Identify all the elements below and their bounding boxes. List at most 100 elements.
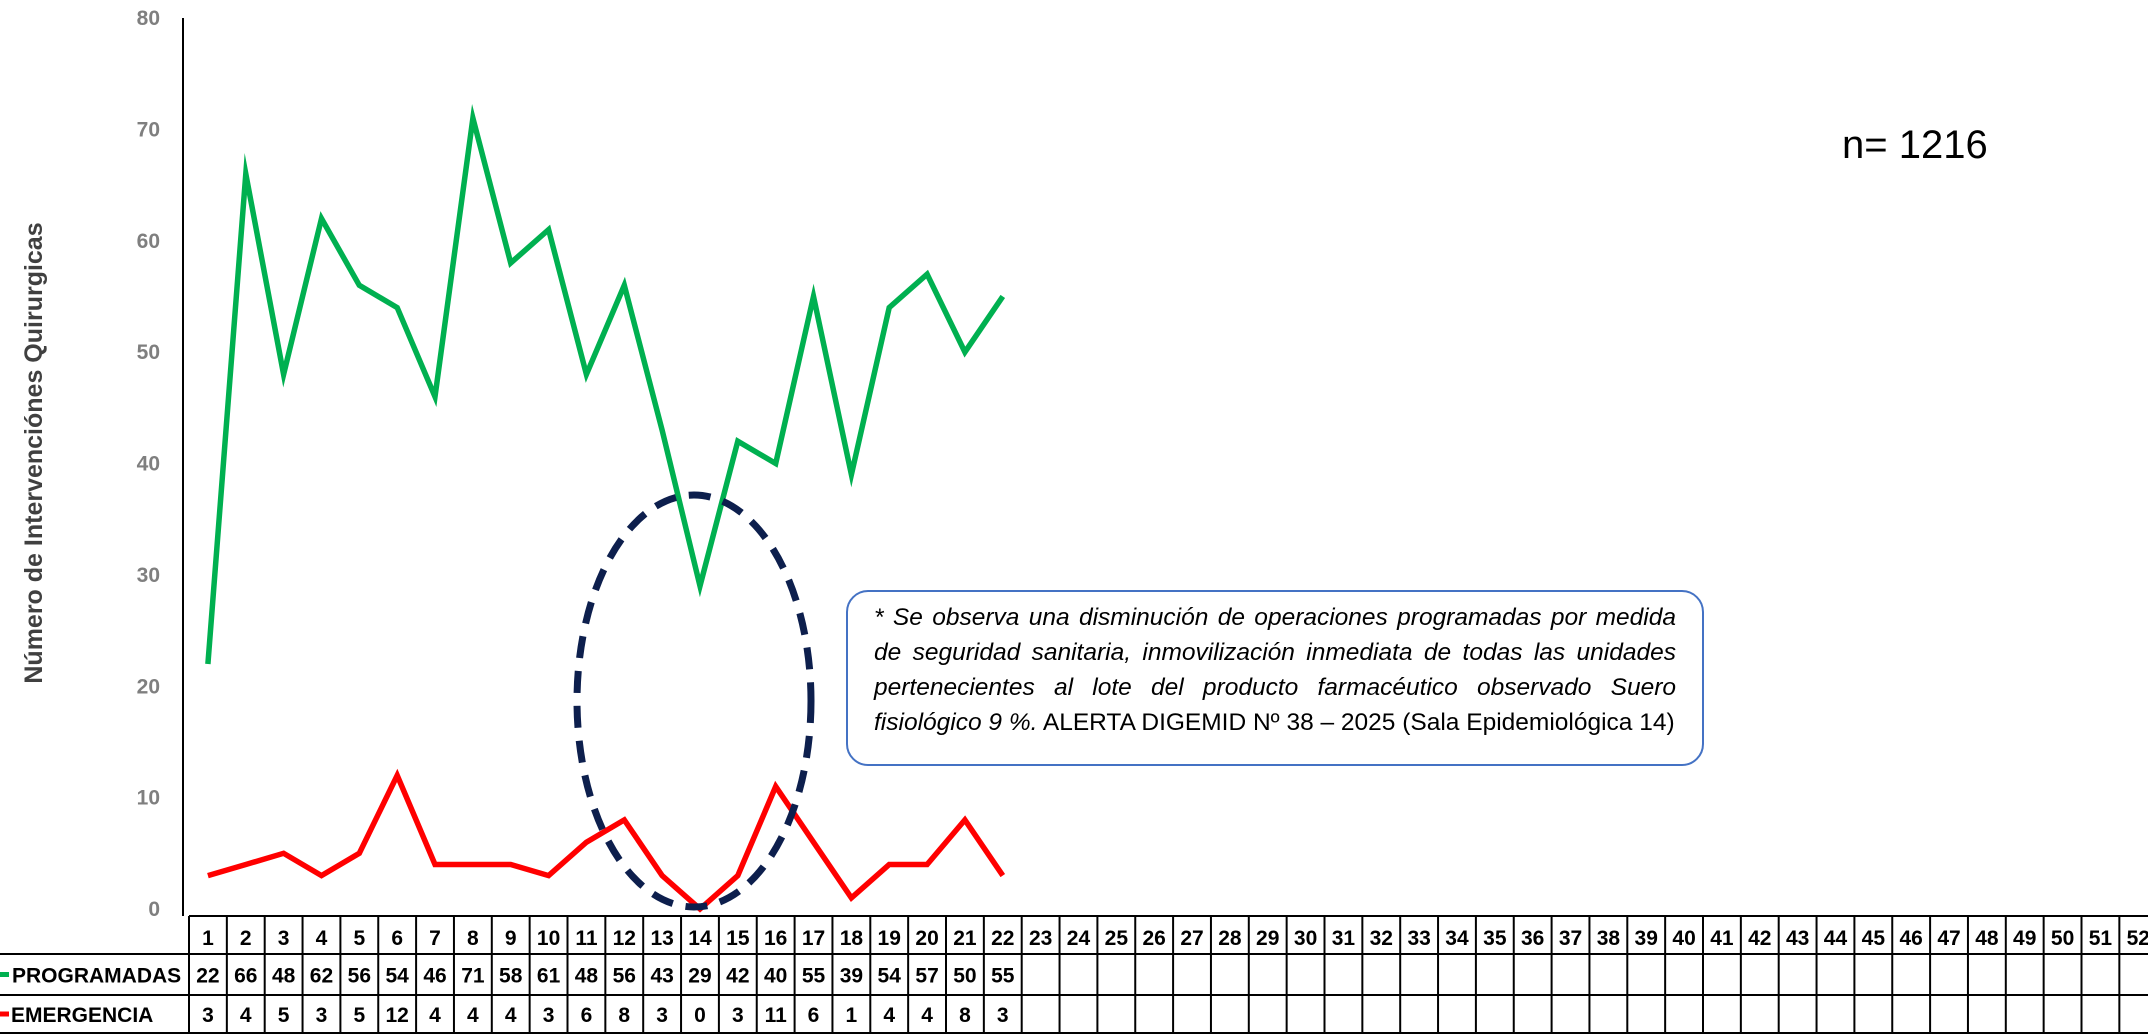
table-cell: 3	[997, 1004, 1009, 1027]
week-label: 34	[1445, 927, 1469, 950]
week-label: 45	[1862, 927, 1886, 950]
table-cell: 3	[543, 1004, 555, 1027]
week-label: 12	[613, 927, 636, 950]
week-label: 19	[878, 927, 901, 950]
week-label: 30	[1294, 927, 1317, 950]
table-cell: 46	[423, 965, 446, 988]
table-cell: 3	[732, 1004, 744, 1027]
y-tick-label: 0	[148, 898, 160, 921]
week-label: 35	[1483, 927, 1507, 950]
table-cell: 5	[278, 1004, 290, 1027]
week-label: 15	[726, 927, 750, 950]
table-cell: 1	[846, 1004, 858, 1027]
week-label: 17	[802, 927, 825, 950]
note-italic-text: * Se observa una disminución de operacio…	[874, 604, 1676, 736]
week-label: 2	[240, 927, 252, 950]
table-cell: 55	[802, 965, 826, 988]
table-cell: 61	[537, 965, 561, 988]
week-label: 1	[202, 927, 214, 950]
sample-size-label: n= 1216	[1842, 123, 1988, 167]
week-label: 36	[1521, 927, 1544, 950]
week-label: 51	[2089, 927, 2113, 950]
table-cell: 71	[461, 965, 485, 988]
week-label: 52	[2127, 927, 2148, 950]
y-axis: 0 10 20 30 40 50 60 70 80	[137, 7, 184, 921]
y-tick-label: 20	[137, 675, 160, 698]
table-cell: 4	[505, 1004, 517, 1027]
y-tick-label: 30	[137, 564, 160, 587]
table-cell: 6	[581, 1004, 593, 1027]
table-cell: 55	[991, 965, 1015, 988]
week-label: 16	[764, 927, 787, 950]
table-cell: 39	[840, 965, 863, 988]
week-label: 8	[467, 927, 479, 950]
y-tick-label: 70	[137, 118, 160, 141]
table-cell: 4	[883, 1004, 895, 1027]
table-cell: 4	[921, 1004, 933, 1027]
week-label: 49	[2013, 927, 2036, 950]
y-tick-label: 80	[137, 7, 160, 30]
table-cell: 56	[348, 965, 371, 988]
table-row-label: PROGRAMADAS	[12, 965, 181, 988]
series-line-programadas	[205, 104, 1006, 665]
week-label: 18	[840, 927, 864, 950]
week-label: 22	[991, 927, 1014, 950]
week-label: 20	[915, 927, 938, 950]
week-label: 5	[353, 927, 365, 950]
data-table: 1 2 3 4 5 6 7 8 9 10 11 12 13 14 15 16 17 18 19 20 21 22 23 24 2…	[0, 915, 2148, 1034]
week-label: 10	[537, 927, 560, 950]
series-lines	[205, 104, 1006, 913]
week-label: 42	[1748, 927, 1771, 950]
week-label: 41	[1710, 927, 1734, 950]
week-label: 38	[1597, 927, 1621, 950]
y-tick-label: 10	[137, 787, 160, 810]
week-label: 9	[505, 927, 517, 950]
note-plain-text: ALERTA DIGEMID Nº 38 – 2025 (Sala Epidem…	[1037, 709, 1675, 736]
table-cell: 6	[808, 1004, 820, 1027]
week-label: 33	[1407, 927, 1430, 950]
week-label: 50	[2051, 927, 2074, 950]
week-label: 29	[1256, 927, 1279, 950]
table-cell: 43	[650, 965, 673, 988]
table-cell: 57	[915, 965, 938, 988]
table-cell: 5	[353, 1004, 365, 1027]
table-cell: 48	[272, 965, 296, 988]
table-cell: 8	[618, 1004, 630, 1027]
week-label: 44	[1824, 927, 1848, 950]
y-tick-label: 40	[137, 453, 160, 476]
table-cell: 11	[765, 1004, 788, 1027]
table-cell: 40	[764, 965, 787, 988]
table-cell: 42	[726, 965, 749, 988]
table-cell: 4	[429, 1004, 441, 1027]
week-label: 39	[1635, 927, 1658, 950]
table-cell: 66	[234, 965, 257, 988]
table-cell: 22	[196, 965, 219, 988]
table-cell: 56	[613, 965, 636, 988]
week-label: 46	[1899, 927, 1922, 950]
table-cell: 48	[575, 965, 599, 988]
y-axis-label: Número de Intervenciónes Quirurgicas	[20, 222, 48, 683]
table-cell: 3	[656, 1004, 668, 1027]
table-cell: 3	[316, 1004, 328, 1027]
week-label: 4	[316, 927, 328, 950]
week-label: 25	[1105, 927, 1129, 950]
series-line-emergencia	[207, 768, 1006, 913]
table-cell: 4	[240, 1004, 252, 1027]
week-label: 21	[953, 927, 977, 950]
table-cell: 12	[385, 1004, 408, 1027]
week-label: 14	[688, 927, 712, 950]
week-label: 37	[1559, 927, 1582, 950]
week-label: 26	[1142, 927, 1165, 950]
week-label: 7	[429, 927, 441, 950]
week-label: 3	[278, 927, 290, 950]
table-cell: 62	[310, 965, 333, 988]
week-label: 31	[1332, 927, 1356, 950]
week-label: 47	[1937, 927, 1960, 950]
table-cell: 8	[959, 1004, 971, 1027]
table-cell: 0	[694, 1004, 706, 1027]
annotation-note: * Se observa una disminución de operacio…	[846, 590, 1704, 766]
week-label: 6	[391, 927, 403, 950]
week-label: 43	[1786, 927, 1809, 950]
y-tick-label: 60	[137, 230, 160, 253]
